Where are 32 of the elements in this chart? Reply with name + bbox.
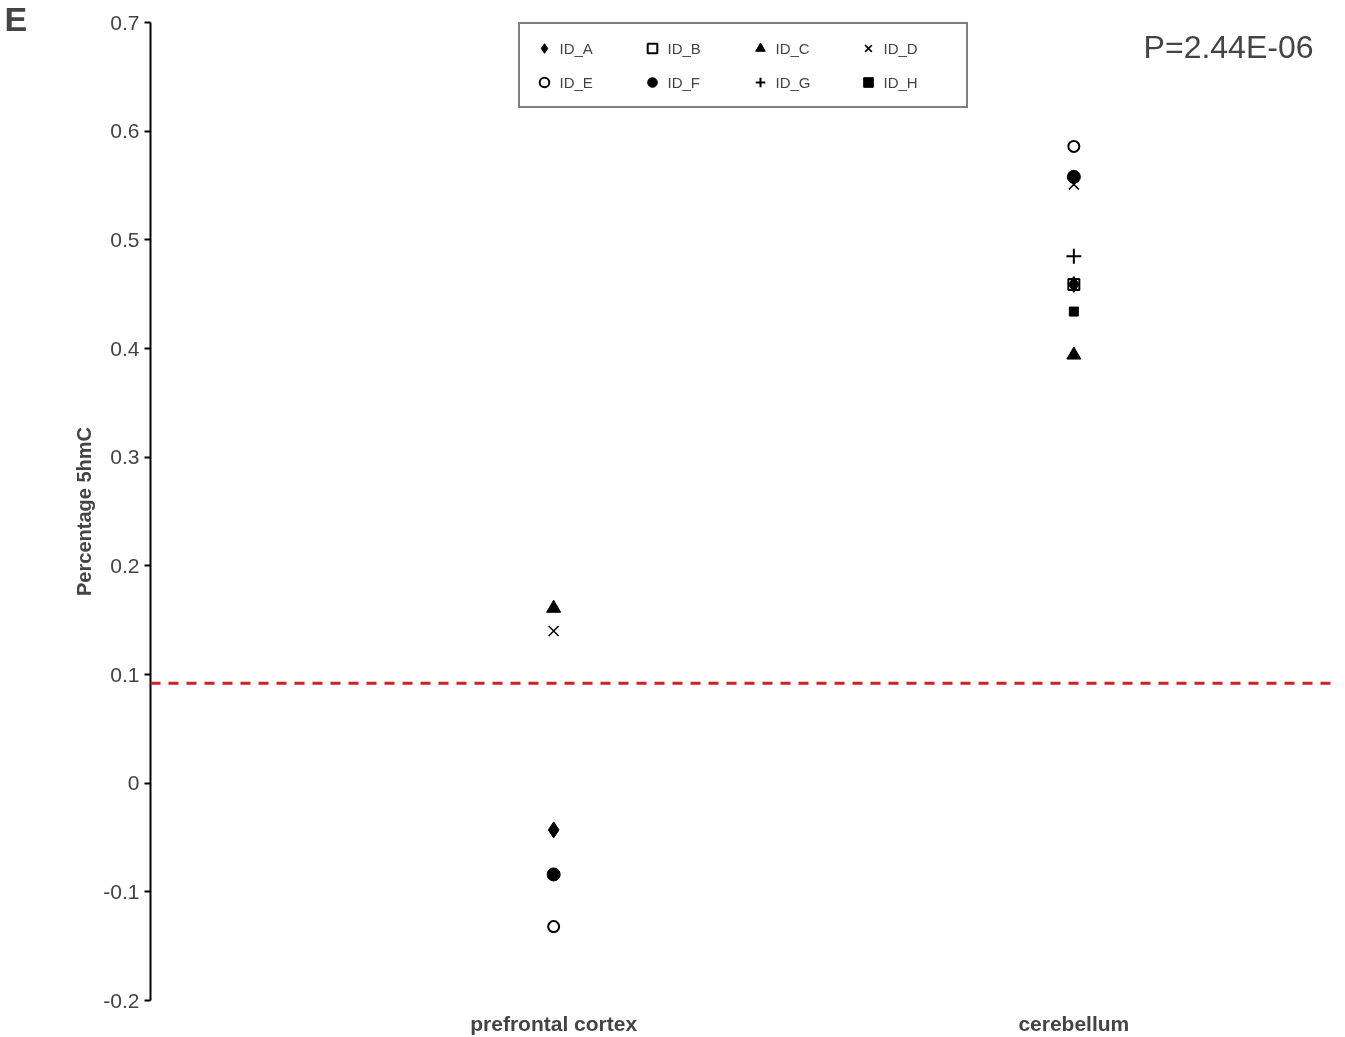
y-tick-label: -0.1 [103,879,140,903]
legend-label: ID_E [559,72,594,93]
point [1067,139,1081,153]
legend-label: ID_H [883,72,919,93]
y-tick-label: 0.5 [110,227,140,251]
x-tick-label: cerebellum [1018,1011,1130,1035]
legend-label: ID_F [667,72,701,93]
legend-label: ID_A [559,38,594,59]
point [547,821,560,839]
y-tick-label: 0.6 [110,119,140,143]
point [546,867,561,882]
y-tick-label: 0.1 [110,662,140,686]
y-tick-label: -0.2 [103,988,140,1012]
y-axis-title: Percentage 5hmC [73,427,96,596]
legend-label: ID_D [883,38,919,59]
y-tick-label: 0.2 [110,553,140,577]
y-tick-label: 0.3 [110,445,140,469]
point [547,625,560,637]
point [1065,247,1083,265]
point [1066,169,1081,184]
legend-label: ID_C [775,38,811,59]
y-tick-label: 0 [127,771,140,795]
legend-label: ID_B [667,38,702,59]
y-tick-label: 0.4 [110,336,140,360]
point [1066,346,1082,360]
text: E [4,0,28,38]
point [547,920,561,934]
point [1068,306,1079,317]
y-tick-label: 0.7 [110,10,140,34]
legend-label: ID_G [775,72,812,93]
x-tick-label: prefrontal cortex [470,1011,638,1035]
annotation: P=2.44E-06 [1143,28,1314,65]
